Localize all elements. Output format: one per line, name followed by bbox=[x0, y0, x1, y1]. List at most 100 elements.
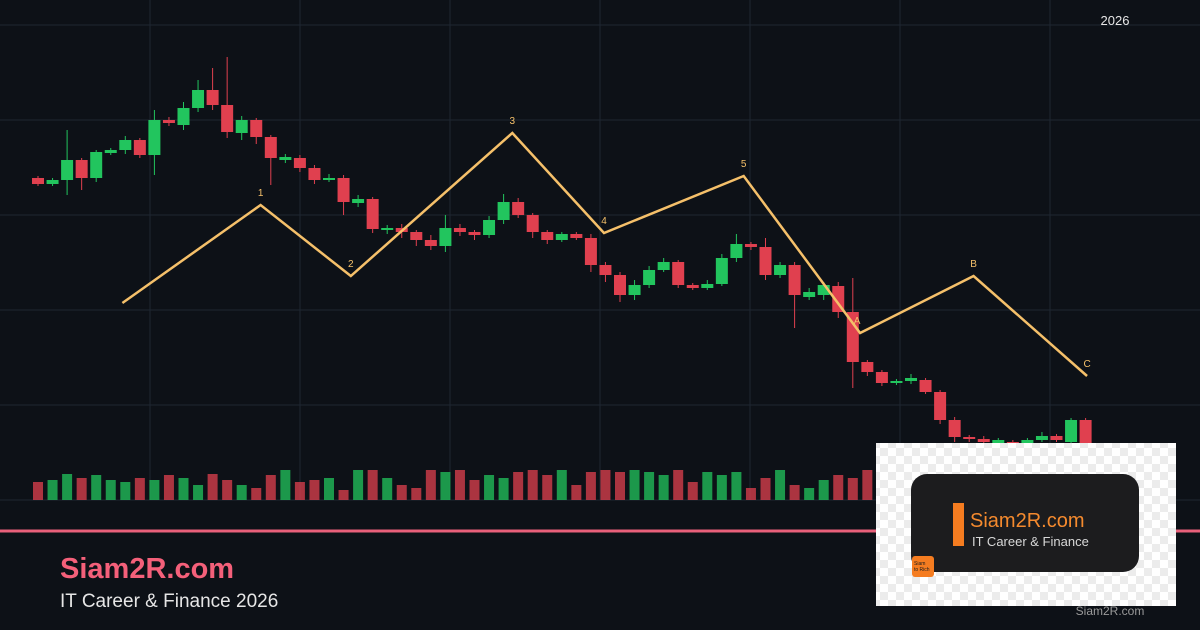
candle-body bbox=[424, 240, 437, 246]
candle-body bbox=[453, 228, 466, 232]
candle-body bbox=[32, 178, 44, 184]
candle-body bbox=[584, 238, 597, 265]
candle-body bbox=[730, 244, 743, 258]
volume-bar bbox=[789, 485, 800, 500]
candle-body bbox=[250, 120, 263, 137]
volume-bar bbox=[775, 470, 786, 500]
candle-body bbox=[162, 120, 175, 123]
candle-body bbox=[323, 178, 335, 180]
logo-card bbox=[911, 474, 1139, 572]
candle-body bbox=[468, 232, 481, 235]
logo-bar bbox=[953, 503, 964, 546]
candle-body bbox=[861, 362, 874, 372]
candle-body bbox=[90, 152, 103, 178]
candle-body bbox=[192, 90, 205, 108]
candle-body bbox=[133, 140, 146, 155]
volume-bar bbox=[615, 472, 625, 500]
candle-body bbox=[75, 160, 88, 178]
volume-bar bbox=[280, 470, 291, 500]
candle-body bbox=[1021, 440, 1034, 445]
wave-label: B bbox=[970, 259, 977, 270]
volume-bar bbox=[134, 478, 145, 500]
volume-bar bbox=[91, 475, 102, 500]
candle-body bbox=[934, 392, 947, 420]
logo-badge-text: Siam bbox=[914, 561, 925, 567]
wave-line bbox=[121, 131, 1088, 377]
brand-subtitle: IT Career & Finance 2026 bbox=[60, 591, 278, 612]
volume-bar bbox=[454, 470, 465, 500]
volume-bar bbox=[585, 472, 596, 500]
candle-body bbox=[235, 120, 248, 133]
candle-body bbox=[148, 120, 161, 155]
candle-body bbox=[1079, 420, 1092, 445]
volume-bar bbox=[396, 485, 407, 500]
volume-bar bbox=[484, 475, 495, 500]
volume-bar bbox=[265, 475, 276, 500]
volume-bar bbox=[847, 478, 858, 500]
volume-bar bbox=[105, 480, 116, 500]
candle-body bbox=[308, 168, 321, 180]
candle-body bbox=[774, 265, 787, 275]
candle-body bbox=[61, 160, 74, 180]
candle-body bbox=[337, 178, 350, 202]
volume-bar bbox=[149, 480, 160, 500]
candle-body bbox=[206, 90, 219, 105]
candle-body bbox=[293, 158, 306, 168]
candle-body bbox=[599, 265, 612, 275]
candle-body bbox=[919, 380, 932, 392]
volume-bar bbox=[251, 488, 262, 500]
candle-body bbox=[948, 420, 961, 437]
volume-bar bbox=[207, 474, 218, 500]
volume-bar bbox=[425, 470, 436, 500]
volume-bar bbox=[702, 472, 713, 500]
candle-body bbox=[715, 258, 728, 284]
wave-label: A bbox=[854, 316, 861, 327]
candle-body bbox=[541, 232, 554, 240]
volume-bar bbox=[469, 480, 480, 500]
volume-bar bbox=[731, 472, 742, 500]
candle-body bbox=[1035, 436, 1048, 440]
volume-bar bbox=[222, 480, 233, 500]
candle-body bbox=[352, 199, 365, 203]
candle-body bbox=[977, 439, 990, 442]
candle-body bbox=[483, 220, 496, 235]
volume-bar bbox=[33, 482, 43, 500]
candle-body bbox=[279, 157, 292, 160]
wave-label: 4 bbox=[601, 216, 607, 227]
candle-body bbox=[221, 105, 234, 132]
candle-body bbox=[439, 228, 452, 246]
candle-body bbox=[410, 232, 423, 240]
wave-label: C bbox=[1083, 359, 1090, 370]
volume-bar bbox=[47, 480, 58, 500]
volume-bar bbox=[804, 488, 815, 500]
volume-bar bbox=[309, 480, 320, 500]
volume-bar bbox=[440, 472, 451, 500]
candle-body bbox=[759, 247, 772, 275]
logo-name: Siam2R.com bbox=[970, 510, 1084, 532]
volume-bar bbox=[673, 470, 684, 500]
volume-bar bbox=[367, 470, 378, 500]
volume-bar bbox=[745, 488, 756, 500]
volume-bar bbox=[527, 470, 538, 500]
volume-bar bbox=[571, 485, 582, 500]
candle-body bbox=[701, 284, 714, 288]
volume-bar bbox=[236, 485, 247, 500]
volume-bar bbox=[178, 478, 189, 500]
candle-body bbox=[657, 262, 670, 270]
volume-bar bbox=[687, 482, 698, 500]
volume-bar bbox=[833, 475, 844, 500]
volume-bar bbox=[498, 478, 509, 500]
volume-bar bbox=[120, 482, 131, 500]
volume-bar bbox=[818, 480, 829, 500]
volume-bar bbox=[324, 478, 334, 500]
candle-body bbox=[992, 440, 1005, 444]
volume-bar bbox=[716, 475, 727, 500]
candle-body bbox=[555, 234, 568, 240]
candle-body bbox=[643, 270, 656, 285]
volume-bar bbox=[193, 485, 204, 500]
logo-tagline: IT Career & Finance bbox=[972, 534, 1089, 549]
volume-bar bbox=[294, 482, 305, 500]
candle-body bbox=[381, 228, 394, 230]
volume-bar bbox=[338, 490, 349, 500]
volume-bar bbox=[644, 472, 655, 500]
